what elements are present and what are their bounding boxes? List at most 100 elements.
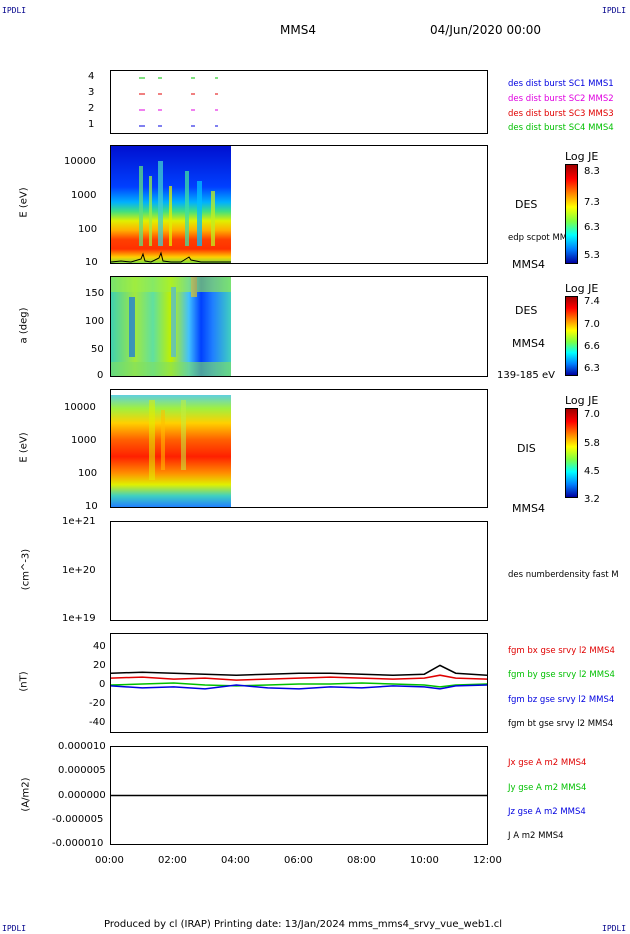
dis-energy-cb-tick-3: 4.5 — [584, 466, 600, 477]
fgm-ytick-20: 20 — [93, 660, 106, 671]
dis-energy-spacecraft: MMS4 — [512, 502, 545, 515]
des-energy-ylabel: E (eV) — [18, 187, 30, 218]
xtick-0000: 00:00 — [95, 855, 124, 866]
dis-energy-ytick-10000: 10000 — [64, 402, 96, 413]
density-ytick-1e20: 1e+20 — [62, 565, 96, 576]
dis-energy-panel — [110, 389, 488, 508]
fgm-ytick-0: 0 — [99, 679, 106, 690]
corner-label-bl: IPDLI — [2, 924, 27, 933]
current-ytick-4: -0.000005 — [52, 814, 104, 825]
burst-ytick-3: 3 — [88, 87, 95, 98]
current-ytick-1: 0.000010 — [58, 741, 106, 752]
corner-label-tr: IPDLI — [602, 6, 627, 15]
date-title: 04/Jun/2020 00:00 — [430, 23, 542, 37]
burst-ytick-2: 2 — [88, 103, 95, 114]
des-energy-spacecraft: MMS4 — [512, 258, 545, 271]
burst-ytick-1: 1 — [88, 119, 95, 130]
dis-energy-spectrogram — [111, 395, 231, 507]
fgm-legend-by: fgm by gse srvy l2 MMS4 — [508, 670, 615, 680]
xtick-0400: 04:00 — [221, 855, 250, 866]
des-pitch-instrument: DES — [515, 304, 538, 317]
current-ytick-2: 0.000005 — [58, 765, 106, 776]
des-pitch-energy-range: 139-185 eV — [497, 370, 555, 381]
spacecraft-title: MMS4 — [280, 23, 316, 37]
dis-energy-cb-tick-4: 3.2 — [584, 494, 600, 505]
density-ylabel: (cm^-3) — [20, 548, 32, 591]
burst-ytick-4: 4 — [88, 71, 95, 82]
des-pitch-cb-title: Log JE — [565, 282, 599, 295]
xtick-0200: 02:00 — [158, 855, 187, 866]
fgm-series-0 — [111, 674, 487, 681]
des-energy-cb-tick-3: 6.3 — [584, 222, 600, 233]
fgm-series-2 — [111, 684, 487, 690]
current-legend-jz: Jz gse A m2 MMS4 — [508, 807, 586, 817]
current-legend-jy: Jy gse A m2 MMS4 — [508, 783, 587, 793]
des-energy-cb-title: Log JE — [565, 150, 599, 163]
des-pitch-ylabel: a (deg) — [18, 307, 30, 344]
fgm-legend-bx: fgm bx gse srvy l2 MMS4 — [508, 646, 615, 656]
corner-label-br: IPDLI — [602, 924, 627, 933]
des-energy-ytick-100: 100 — [78, 224, 98, 235]
scpot-legend: edp scpot MMS4 — [508, 233, 578, 243]
burst-legend-sc2: des dist burst SC2 MMS2 — [508, 94, 614, 104]
current-ylabel: (A/m2) — [20, 777, 32, 812]
density-panel — [110, 521, 488, 621]
burst-legend-sc3: des dist burst SC3 MMS3 — [508, 109, 614, 119]
dis-energy-ylabel: E (eV) — [18, 432, 30, 463]
des-energy-cb-tick-1: 8.3 — [584, 166, 600, 177]
fgm-series-1 — [111, 682, 487, 688]
des-pitch-ytick-150: 150 — [85, 288, 105, 299]
des-energy-spectrogram — [111, 146, 231, 263]
dis-energy-ytick-10: 10 — [85, 501, 98, 512]
density-ytick-1e21: 1e+21 — [62, 516, 96, 527]
dis-energy-cb-tick-1: 7.0 — [584, 409, 600, 420]
corner-label-tl: IPDLI — [2, 6, 27, 15]
des-pitch-cb-tick-3: 6.6 — [584, 341, 600, 352]
des-pitch-cb-tick-4: 6.3 — [584, 363, 600, 374]
xtick-0800: 08:00 — [347, 855, 376, 866]
dis-energy-ytick-1000: 1000 — [71, 435, 97, 446]
fgm-series-3 — [111, 664, 487, 676]
fgm-plot — [111, 664, 487, 690]
xtick-0600: 06:00 — [284, 855, 313, 866]
des-pitch-ytick-50: 50 — [91, 344, 104, 355]
burst-markers — [139, 77, 218, 127]
dis-energy-instrument: DIS — [517, 442, 536, 455]
dis-energy-cb-tick-2: 5.8 — [584, 438, 600, 449]
des-energy-ytick-10: 10 — [85, 257, 98, 268]
des-energy-panel — [110, 145, 488, 264]
current-legend-j: J A m2 MMS4 — [508, 831, 564, 841]
current-legend-jx: Jx gse A m2 MMS4 — [508, 758, 587, 768]
des-energy-colorbar — [565, 164, 578, 264]
dis-energy-colorbar — [565, 408, 578, 498]
scpot-trace — [111, 251, 231, 263]
current-ytick-5: -0.000010 — [52, 838, 104, 849]
des-pitch-spectrogram — [111, 277, 231, 376]
density-ytick-1e19: 1e+19 — [62, 613, 96, 624]
des-pitch-ytick-100: 100 — [85, 316, 105, 327]
des-pitch-panel — [110, 276, 488, 377]
burst-legend-sc4: des dist burst SC4 MMS4 — [508, 123, 614, 133]
xtick-1200: 12:00 — [473, 855, 502, 866]
des-pitch-colorbar — [565, 296, 578, 376]
des-pitch-cb-tick-1: 7.4 — [584, 296, 600, 307]
fgm-legend-bt: fgm bt gse srvy l2 MMS4 — [508, 719, 614, 729]
burst-legend-sc1: des dist burst SC1 MMS1 — [508, 79, 614, 89]
fgm-panel — [110, 633, 488, 733]
des-pitch-spacecraft: MMS4 — [512, 337, 545, 350]
current-plot — [111, 794, 487, 797]
des-energy-cb-tick-2: 7.3 — [584, 197, 600, 208]
xtick-1000: 10:00 — [410, 855, 439, 866]
fgm-ytick-neg40: -40 — [89, 717, 106, 728]
des-pitch-ytick-0: 0 — [97, 370, 104, 381]
footer-credits: Produced by cl (IRAP) Printing date: 13/… — [104, 919, 503, 930]
des-energy-instrument: DES — [515, 198, 538, 211]
fgm-legend-bz: fgm bz gse srvy l2 MMS4 — [508, 695, 615, 705]
dis-energy-cb-title: Log JE — [565, 394, 599, 407]
des-energy-ytick-1000: 1000 — [71, 190, 97, 201]
des-pitch-cb-tick-2: 7.0 — [584, 319, 600, 330]
burst-panel — [110, 70, 488, 134]
des-energy-ytick-10000: 10000 — [64, 156, 96, 167]
fgm-ytick-40: 40 — [93, 641, 106, 652]
current-ytick-3: 0.000000 — [58, 790, 106, 801]
